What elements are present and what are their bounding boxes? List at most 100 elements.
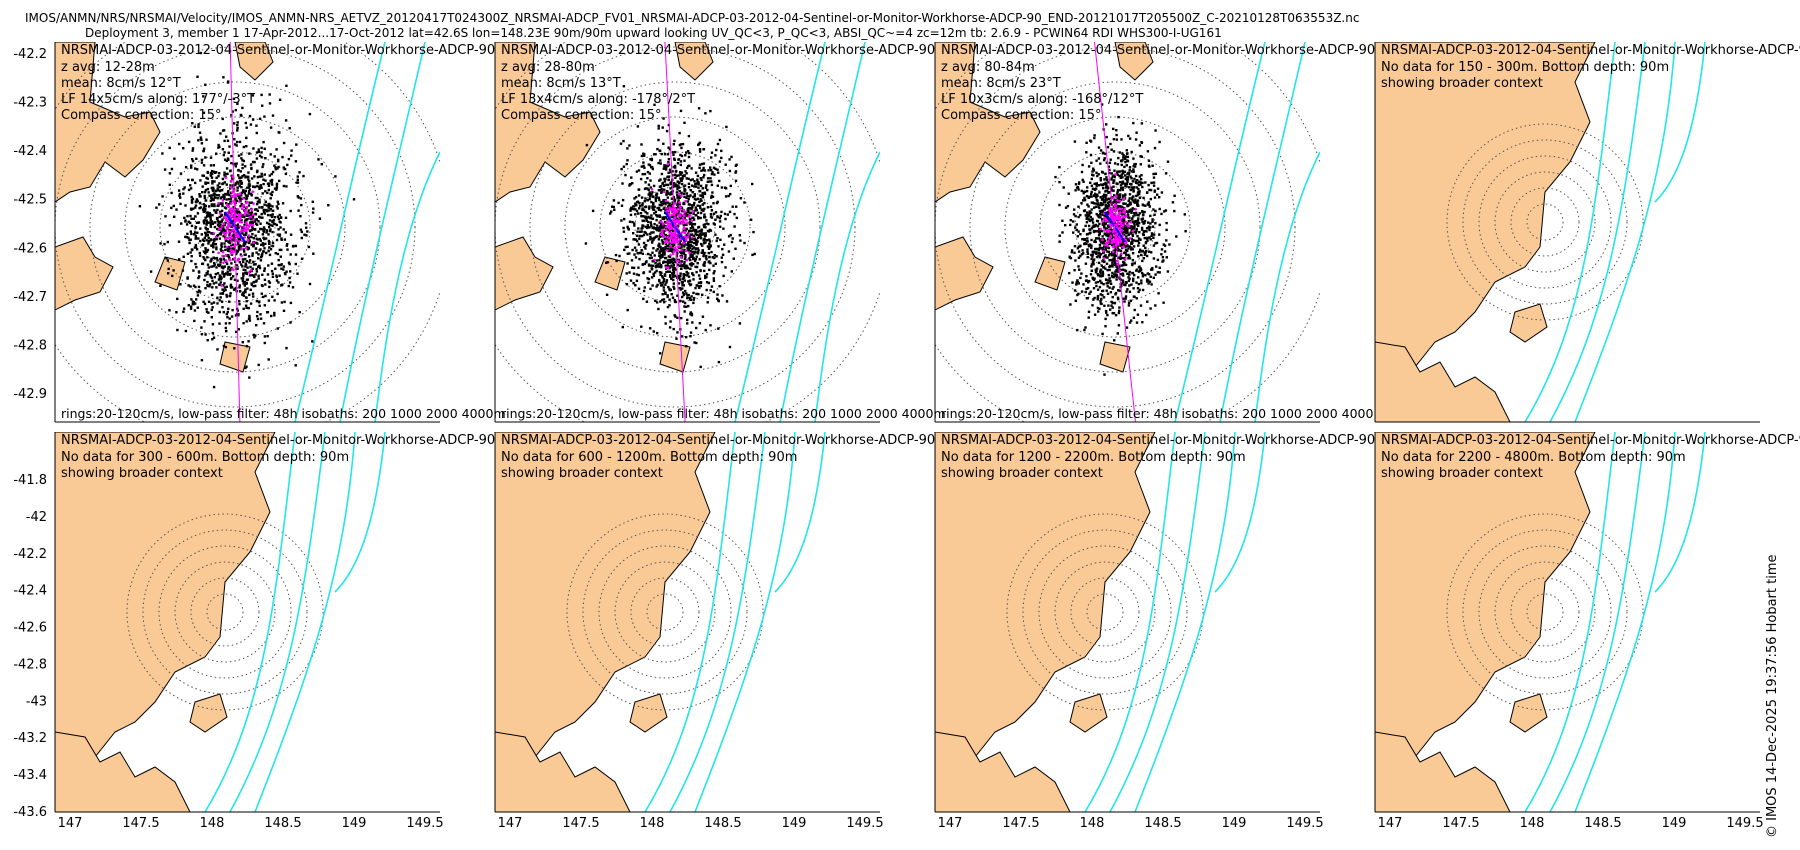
scatter-point: [236, 129, 239, 132]
scatter-point: [269, 197, 272, 200]
scatter-point: [1130, 186, 1134, 189]
scatter-point: [202, 239, 206, 242]
scatter-point: [664, 264, 668, 268]
scatter-point: [1133, 308, 1136, 312]
scatter-point: [227, 255, 230, 258]
scatter-point: [274, 252, 277, 255]
scatter-point: [702, 176, 705, 179]
scatter-point: [701, 168, 705, 172]
scatter-point: [669, 171, 672, 174]
scatter-point: [713, 270, 716, 273]
scatter-point: [251, 118, 255, 121]
scatter-point: [1094, 202, 1098, 205]
scatter-point: [1089, 181, 1092, 184]
scatter-point: [268, 281, 272, 284]
scatter-point: [241, 226, 244, 229]
scatter-point: [201, 244, 204, 247]
scatter-point: [208, 194, 211, 197]
scatter-point: [649, 287, 652, 291]
scatter-point: [216, 296, 219, 299]
scatter-point: [1156, 271, 1160, 274]
scatter-point: [644, 181, 647, 184]
scatter-point: [674, 315, 677, 318]
scatter-point: [227, 80, 230, 83]
scatter-point: [1121, 159, 1124, 162]
scatter-point: [1126, 155, 1130, 159]
lowpass-point: [1131, 229, 1134, 233]
scatter-point: [247, 306, 250, 310]
scatter-point: [1107, 204, 1111, 207]
scatter-point: [238, 176, 241, 179]
scatter-point: [687, 182, 691, 185]
scatter-point: [655, 218, 658, 222]
scatter-point: [1133, 224, 1136, 227]
scatter-point: [1104, 186, 1108, 189]
scatter-point: [1138, 175, 1141, 178]
panel-footer: rings:20-120cm/s, low-pass filter: 48h i…: [501, 406, 946, 421]
scatter-point: [1075, 283, 1078, 286]
scatter-point: [684, 255, 687, 258]
scatter-point: [245, 136, 248, 140]
scatter-point: [217, 143, 220, 147]
scatter-point: [197, 271, 201, 274]
scatter-point: [1147, 164, 1151, 167]
scatter-point: [228, 145, 231, 148]
scatter-point: [1086, 216, 1089, 220]
scatter-point: [197, 276, 200, 280]
island: [1114, 42, 1154, 81]
scatter-point: [295, 143, 298, 146]
scatter-point: [749, 218, 753, 221]
scatter-point: [718, 160, 722, 163]
scatter-point: [266, 335, 269, 338]
scatter-point: [1084, 290, 1087, 294]
scatter-point: [204, 181, 207, 185]
scatter-point: [187, 188, 191, 192]
scatter-point: [204, 249, 208, 252]
lowpass-point: [249, 268, 253, 272]
scatter-point: [667, 247, 670, 250]
scatter-point: [1068, 271, 1071, 275]
scatter-point: [1125, 149, 1128, 152]
scatter-point: [222, 310, 225, 314]
scatter-point: [1118, 306, 1121, 309]
scatter-point: [1082, 180, 1085, 183]
scatter-point: [194, 243, 197, 247]
scatter-point: [234, 182, 238, 185]
scatter-point: [668, 234, 671, 237]
scatter-point: [659, 209, 663, 212]
scatter-point: [1134, 198, 1137, 201]
scatter-point: [206, 273, 209, 276]
scatter-point: [1113, 251, 1117, 254]
scatter-point: [664, 315, 667, 319]
scatter-point: [1153, 189, 1157, 192]
scatter-point: [1132, 295, 1136, 298]
scatter-point: [242, 145, 245, 149]
lowpass-point: [222, 222, 225, 225]
scatter-point: [690, 264, 693, 267]
plot-area: [495, 42, 880, 422]
scatter-point: [690, 167, 693, 170]
scatter-point: [1125, 210, 1128, 213]
scatter-point: [683, 217, 686, 220]
scatter-point: [294, 160, 298, 163]
scatter-point: [221, 177, 225, 181]
scatter-point: [649, 186, 652, 189]
scatter-point: [271, 230, 274, 234]
scatter-point: [1084, 214, 1087, 217]
scatter-point: [245, 240, 248, 244]
scatter-point: [240, 182, 244, 185]
scatter-point: [706, 301, 709, 304]
scatter-point: [1137, 282, 1140, 286]
scatter-point: [693, 223, 697, 226]
scatter-point: [195, 198, 199, 201]
scatter-point: [223, 158, 227, 161]
scatter-point: [1124, 155, 1127, 158]
scatter-point: [645, 300, 649, 303]
scatter-point: [217, 278, 221, 281]
scatter-point: [262, 178, 265, 181]
scatter-point: [655, 196, 658, 200]
scatter-point: [203, 257, 206, 260]
scatter-point: [647, 277, 651, 281]
scatter-point: [267, 222, 270, 226]
scatter-point: [252, 263, 256, 266]
